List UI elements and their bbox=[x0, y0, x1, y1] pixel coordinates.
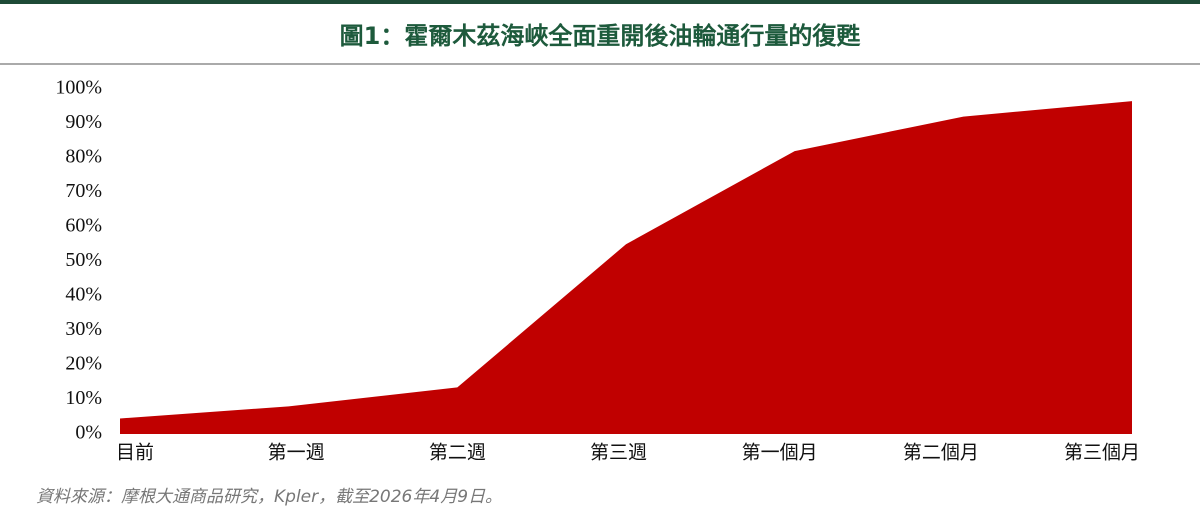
y-tick-label: 0% bbox=[75, 422, 102, 444]
y-tick-label: 20% bbox=[65, 353, 102, 375]
y-tick-label: 40% bbox=[65, 284, 102, 306]
y-tick-label: 30% bbox=[65, 318, 102, 340]
source-note: 資料來源：摩根大通商品研究，Kpler，截至2026年4月9日。 bbox=[36, 487, 502, 507]
x-tick-label: 第一週 bbox=[268, 442, 325, 464]
area bbox=[120, 101, 1132, 434]
x-tick-label: 第二個月 bbox=[903, 442, 979, 464]
y-tick-label: 50% bbox=[65, 249, 102, 271]
y-tick-label: 60% bbox=[65, 215, 102, 237]
x-tick-label: 第三週 bbox=[590, 442, 647, 464]
x-tick-label: 第三個月 bbox=[1064, 442, 1140, 464]
y-tick-label: 10% bbox=[65, 387, 102, 409]
x-tick-label: 目前 bbox=[116, 442, 154, 464]
x-tick-label: 第一個月 bbox=[742, 442, 818, 464]
y-tick-label: 70% bbox=[65, 180, 102, 202]
y-tick-label: 80% bbox=[65, 146, 102, 168]
x-tick-label: 第二週 bbox=[429, 442, 486, 464]
top-border bbox=[0, 0, 1200, 4]
y-tick-label: 100% bbox=[55, 77, 102, 99]
y-tick-label: 90% bbox=[65, 111, 102, 133]
chart-title: 圖1：霍爾木茲海峽全面重開後油輪通行量的復甦 bbox=[340, 22, 862, 50]
